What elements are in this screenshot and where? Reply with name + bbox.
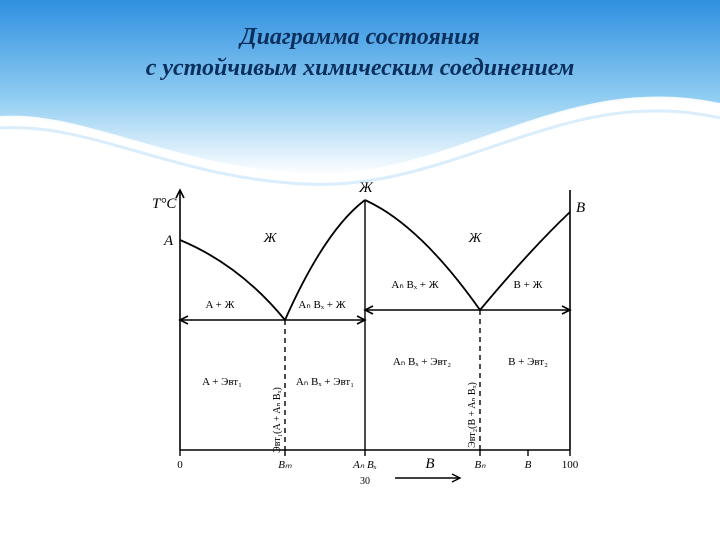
region-M-plus-E1: Aₙ Bₓ + Эвт₁	[296, 376, 354, 388]
x-ticks	[180, 450, 570, 456]
y-axis-label: T°C	[152, 196, 177, 212]
region-B-plus-E2: B + Эвт₂	[508, 356, 548, 368]
point-M: Ж	[358, 180, 374, 196]
xtick-Bm: Bₘ	[278, 459, 292, 471]
title-line-2: с устойчивым химическим соединением	[0, 53, 720, 84]
phase-diagram: T°C A Ж B Ж Ж A + Ж Aₙ Bₓ + Ж Aₙ Bₓ + Ж …	[130, 170, 590, 490]
point-A: A	[163, 233, 174, 249]
x-axis-arrow	[395, 474, 460, 482]
region-liquid-right: Ж	[468, 231, 483, 246]
xtick-0: 0	[177, 459, 183, 471]
eutectic-lines	[180, 306, 570, 324]
region-liquid-left: Ж	[263, 231, 278, 246]
xtick-B: B	[525, 459, 532, 471]
region-M-plus-E2: Aₙ Bₓ + Эвт₂	[393, 356, 451, 368]
region-B-plus-L: B + Ж	[514, 279, 543, 291]
region-A-plus-L: A + Ж	[206, 299, 235, 311]
region-M-plus-L-right: Aₙ Bₓ + Ж	[391, 279, 438, 291]
xtick-100: 100	[562, 459, 579, 471]
region-M-plus-L-left: Aₙ Bₓ + Ж	[298, 299, 345, 311]
xtick-AnBx: Aₙ Bₓ	[352, 459, 377, 471]
slide-title: Диаграмма состояния с устойчивым химичес…	[0, 22, 720, 84]
x-axis-label: B	[425, 456, 434, 472]
title-line-1: Диаграмма состояния	[0, 22, 720, 53]
label-eut2-vert: Эвт₂(B + Aₙ Bₓ)	[467, 382, 478, 448]
verticals	[285, 200, 480, 450]
liquidus-curves	[180, 200, 570, 320]
xtick-Bn: Bₙ	[474, 459, 486, 471]
label-eut1-vert: Эвт₁(A + Aₙ Bₓ)	[272, 387, 283, 453]
page-number: 30	[360, 476, 370, 487]
region-A-plus-E1: A + Эвт₁	[202, 376, 242, 388]
point-B: B	[576, 200, 585, 216]
